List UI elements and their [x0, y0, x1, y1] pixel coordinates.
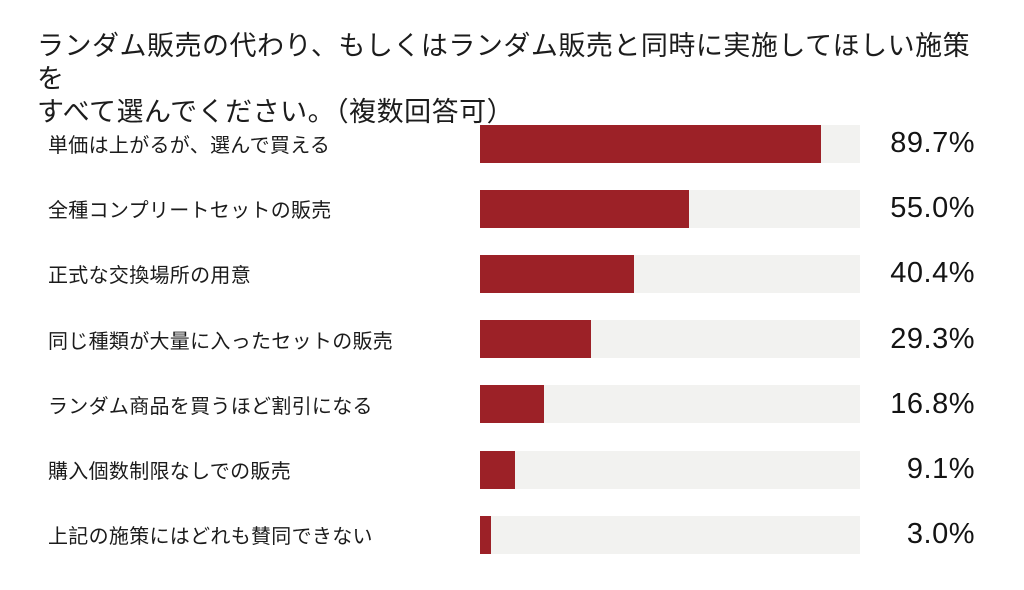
bar-fill — [480, 320, 592, 359]
value-label: 29.3% — [890, 322, 975, 355]
category-label: ランダム商品を買うほど割引になる — [48, 395, 373, 418]
chart-row: 正式な交換場所の用意 40.4% — [0, 241, 1024, 306]
chart-title-line1: ランダム販売の代わり、もしくはランダム販売と同時に実施してほしい施策を — [37, 31, 971, 94]
category-label: 全種コンプリートセットの販売 — [48, 200, 332, 223]
category-label: 単価は上がるが、選んで買える — [48, 135, 331, 158]
chart-title: ランダム販売の代わり、もしくはランダム販売と同時に実施してほしい施策を すべて選… — [37, 30, 997, 129]
chart-title-line2: すべて選んでください。（複数回答可） — [37, 96, 515, 127]
bar-track — [480, 124, 860, 163]
chart-row: 単価は上がるが、選んで買える 89.7% — [0, 111, 1024, 176]
chart-row: 全種コンプリートセットの販売 55.0% — [0, 176, 1024, 241]
bar-fill — [480, 515, 492, 554]
bar-track — [480, 450, 860, 489]
category-label: 上記の施策にはどれも賛同できない — [48, 526, 373, 549]
chart-rows: 単価は上がるが、選んで買える 89.7% 全種コンプリートセットの販売 55.0… — [0, 111, 1024, 567]
category-label: 正式な交換場所の用意 — [48, 265, 251, 288]
category-label: 購入個数制限なしでの販売 — [48, 461, 291, 484]
bar-fill — [480, 450, 515, 489]
bar-fill — [480, 189, 689, 228]
value-label: 89.7% — [890, 127, 975, 160]
value-label: 3.0% — [906, 518, 975, 551]
bar-fill — [480, 124, 821, 163]
chart-row: ランダム商品を買うほど割引になる 16.8% — [0, 372, 1024, 437]
bar-track — [480, 515, 860, 554]
bar-track — [480, 189, 860, 228]
chart-row: 上記の施策にはどれも賛同できない 3.0% — [0, 502, 1024, 567]
bar-track — [480, 254, 860, 293]
value-label: 9.1% — [906, 453, 975, 486]
bar-track — [480, 320, 860, 359]
value-label: 55.0% — [890, 192, 975, 225]
chart-row: 同じ種類が大量に入ったセットの販売 29.3% — [0, 307, 1024, 372]
value-label: 40.4% — [890, 257, 975, 290]
bar-fill — [480, 385, 544, 424]
category-label: 同じ種類が大量に入ったセットの販売 — [48, 330, 394, 353]
value-label: 16.8% — [890, 387, 975, 420]
bar-track — [480, 385, 860, 424]
chart-row: 購入個数制限なしでの販売 9.1% — [0, 437, 1024, 502]
bar-fill — [480, 254, 634, 293]
